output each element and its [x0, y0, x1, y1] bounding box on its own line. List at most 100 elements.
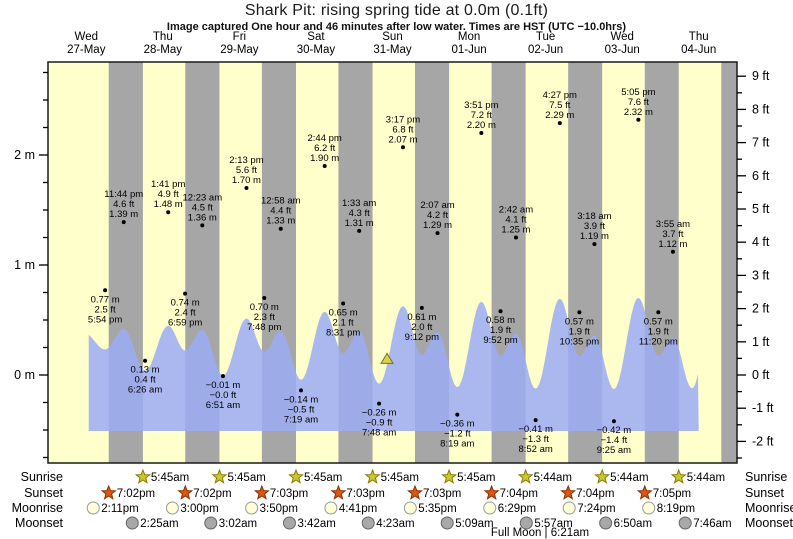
tide-annotation-line: 4.9 ft [158, 189, 179, 200]
moonset-icon [599, 516, 613, 530]
tide-annotation-line: 4.1 ft [505, 215, 526, 226]
sunset-time: 7:03pm [346, 488, 384, 500]
tide-point-dot [322, 164, 327, 168]
moonrise-icon [483, 501, 497, 515]
sunrise-time: 5:44am [687, 472, 725, 484]
tide-point-dot [577, 310, 582, 315]
tide-annotation-line: 2:42 am [499, 205, 533, 216]
sunrise-icon [134, 468, 151, 484]
moonrise-time: 7:24pm [577, 503, 615, 515]
tide-annotation-line: 1.31 m [345, 218, 374, 229]
sunset-icon [177, 484, 194, 500]
tide-annotation-line: −1.4 ft [601, 435, 628, 446]
moonset-time: 6:50am [614, 518, 652, 530]
tide-annotation-line: 1:33 am [342, 198, 376, 209]
row-label-left-moonset: Moonset [15, 516, 63, 530]
sunrise-time: 5:45am [151, 472, 189, 484]
tide-annotation-line: 2:13 pm [229, 155, 263, 166]
row-label-left-sunrise: Sunrise [21, 470, 63, 484]
night-band [721, 62, 737, 463]
tide-annotation-line: 5:54 pm [88, 314, 122, 325]
sunrise-icon [517, 468, 534, 484]
tide-annotation-line: 1.25 m [501, 225, 530, 236]
tide-annotation-line: 4.3 ft [349, 208, 370, 219]
tide-annotation-line: 1.9 ft [490, 325, 511, 336]
moonrise-icon [324, 501, 338, 515]
tide-annotation-line: 3:55 am [656, 219, 690, 230]
tide-annotation-line: 3.7 ft [662, 229, 683, 240]
tide-annotation-line: −0.26 m [362, 408, 397, 419]
tide-point-dot [533, 418, 538, 423]
tide-annotation-line: 11:20 pm [639, 336, 678, 347]
tide-annotation-line: 7.5 ft [549, 100, 570, 111]
tide-point-dot [244, 186, 249, 190]
tide-annotation-line: 9:52 pm [483, 335, 517, 346]
tide-annotation-line: 7:19 am [284, 414, 318, 425]
moonrise-time: 4:41pm [339, 503, 377, 515]
sunset-icon [330, 484, 347, 500]
moonset-time: 5:09am [455, 518, 493, 530]
tide-annotation-line: 2:07 am [420, 200, 454, 211]
sunrise-time: 5:44am [534, 472, 572, 484]
row-label-right-moonrise: Moonrise [745, 501, 793, 515]
tide-annotation-line: 8:31 pm [326, 328, 360, 339]
day-label-date: 31-May [373, 44, 412, 56]
tide-point-dot [166, 210, 171, 215]
tide-annotation-line: 4.6 ft [113, 199, 134, 210]
tide-annotation-line: 3.9 ft [584, 221, 605, 232]
tide-point-dot [299, 388, 304, 393]
day-label-weekday: Thu [153, 31, 173, 43]
right-axis-label: 1 ft [752, 335, 770, 349]
tide-annotation-line: 2.5 ft [95, 304, 116, 315]
tide-annotation-line: 7:48 am [362, 428, 396, 439]
sunrise-time: 5:45am [227, 472, 265, 484]
tide-point-dot [377, 401, 382, 406]
day-label-weekday: Tue [536, 31, 555, 43]
sunset-time: 7:03pm [423, 488, 461, 500]
tide-annotation-line: −0.01 m [206, 380, 241, 391]
sunrise-icon [670, 468, 687, 484]
day-label-weekday: Mon [458, 31, 480, 43]
sunset-time: 7:05pm [653, 488, 691, 500]
tide-point-dot [611, 419, 616, 424]
moonrise-icon [642, 501, 656, 515]
tide-point-dot [455, 412, 460, 417]
tide-annotation-line: 6:26 am [128, 385, 162, 396]
day-label-date: 04-Jun [681, 44, 716, 56]
tide-point-dot [435, 231, 440, 236]
tide-annotation-line: 0.4 ft [135, 375, 156, 386]
tide-annotation-line: 5.6 ft [236, 165, 257, 176]
tide-annotation-line: 2.32 m [624, 107, 653, 118]
moonrise-time: 3:50pm [260, 503, 298, 515]
tide-annotation-line: 0.57 m [644, 316, 673, 327]
moonrise-time: 8:19pm [657, 503, 695, 515]
tide-annotation-line: 1.90 m [310, 153, 339, 164]
day-label-weekday: Wed [75, 31, 98, 43]
tide-annotation-line: 10:35 pm [560, 336, 600, 347]
tide-annotation-line: 1.19 m [580, 231, 609, 242]
tide-annotation-line: 12:23 am [183, 192, 223, 203]
tide-point-dot [220, 374, 225, 379]
page-subtitle: Image captured One hour and 46 minutes a… [166, 21, 627, 33]
moonset-icon [125, 516, 139, 530]
moonrise-time: 2:11pm [101, 503, 139, 515]
tide-annotation-line: 4.5 ft [192, 202, 213, 213]
moonset-icon [440, 516, 454, 530]
tide-annotation-line: −0.0 ft [210, 390, 237, 401]
tide-point-dot [143, 358, 148, 363]
moonrise-time: 6:29pm [498, 503, 536, 515]
moonset-icon [678, 516, 692, 530]
current-time-marker [380, 352, 394, 364]
sunrise-icon [211, 468, 228, 484]
tide-annotation-line: 1.36 m [188, 212, 217, 223]
tide-point-dot [656, 310, 661, 315]
moonset-time: 5:57am [534, 518, 572, 530]
sunset-icon [560, 484, 577, 500]
tide-annotation-line: 1:41 pm [151, 179, 185, 190]
page-title: Shark Pit: rising spring tide at 0.0m (0… [244, 2, 549, 19]
tide-point-dot [498, 309, 503, 314]
day-label-date: 27-May [67, 44, 106, 56]
tide-annotation-line: 3:51 pm [464, 100, 498, 111]
day-label-date: 03-Jun [605, 44, 640, 56]
sunset-icon [253, 484, 270, 500]
